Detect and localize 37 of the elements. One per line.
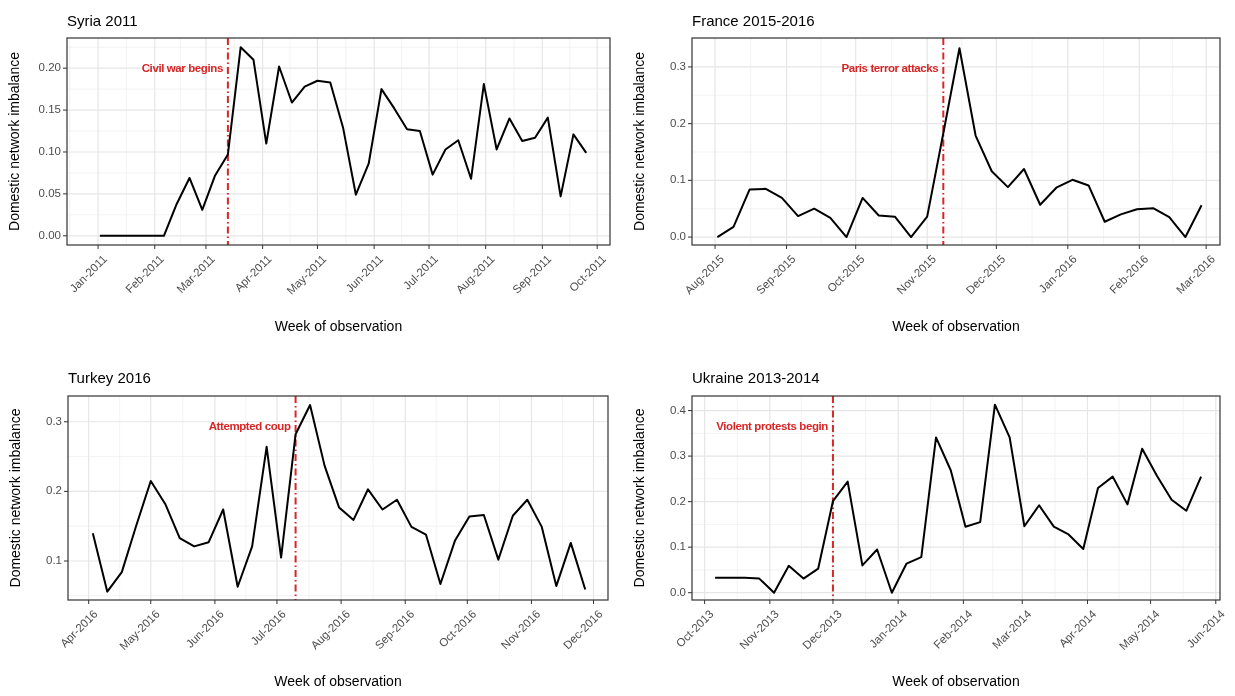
y-tick-label: 0.10 xyxy=(38,145,61,158)
ref-line-label: Attempted coup xyxy=(208,420,291,432)
y-tick-label: 0.1 xyxy=(670,540,686,553)
y-axis-title: Domestic network imbalance xyxy=(631,51,647,231)
ref-line-label: Violent protests begin xyxy=(716,420,829,432)
y-axis-title: Domestic network imbalance xyxy=(6,51,22,231)
x-axis-title: Week of observation xyxy=(274,318,403,334)
x-axis-title: Week of observation xyxy=(274,673,402,689)
ref-line-label: Civil war begins xyxy=(141,62,223,74)
y-tick-label: 0.20 xyxy=(38,61,61,74)
chart-title: France 2015-2016 xyxy=(692,12,815,29)
y-tick-label: 0.4 xyxy=(670,403,687,416)
chart-title: Turkey 2016 xyxy=(68,369,151,386)
y-tick-label: 0.2 xyxy=(670,116,686,129)
y-axis-title: Domestic network imbalance xyxy=(7,408,23,588)
y-tick-label: 0.2 xyxy=(670,494,686,507)
y-axis-title: Domestic network imbalance xyxy=(631,408,647,588)
x-axis-title: Week of observation xyxy=(892,673,1020,689)
x-axis-title: Week of observation xyxy=(892,318,1020,334)
chart-title: Syria 2011 xyxy=(67,12,138,29)
y-tick-label: 0.00 xyxy=(38,228,61,241)
y-tick-label: 0.2 xyxy=(46,484,62,497)
y-tick-label: 0.1 xyxy=(670,173,686,186)
line-series xyxy=(714,403,1203,594)
chart-title: Ukraine 2013-2014 xyxy=(692,369,820,386)
y-tick-label: 0.0 xyxy=(670,585,686,598)
y-tick-label: 0.05 xyxy=(38,186,61,199)
line-series xyxy=(98,46,588,237)
y-tick-label: 0.0 xyxy=(670,230,686,243)
line-series xyxy=(716,47,1203,239)
y-tick-label: 0.3 xyxy=(46,414,62,427)
ref-line-label: Paris terror attacks xyxy=(841,62,939,74)
line-series xyxy=(91,404,587,593)
y-tick-label: 0.1 xyxy=(46,554,62,567)
y-tick-label: 0.15 xyxy=(38,103,61,116)
y-tick-label: 0.3 xyxy=(670,449,686,462)
y-tick-label: 0.3 xyxy=(670,59,686,72)
